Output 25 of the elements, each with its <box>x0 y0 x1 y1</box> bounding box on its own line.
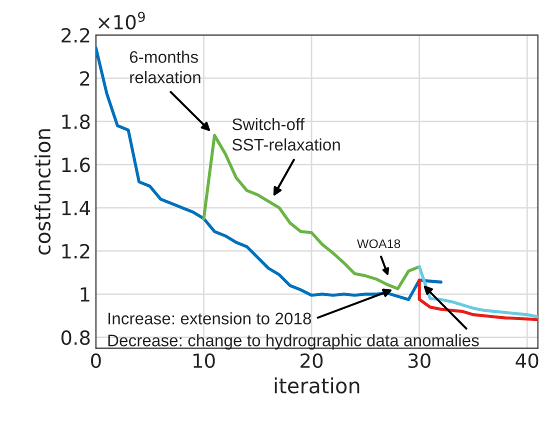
y-tick-label: 2.2 <box>62 28 90 42</box>
line-series <box>418 265 538 318</box>
y-tick-label: 0.8 <box>61 330 90 346</box>
text: ×10$^{9}$ <box>98 12 145 30</box>
y-tick-label: 1 <box>80 287 90 302</box>
x-tick-label: 40 <box>516 353 538 368</box>
line-series <box>202 134 421 290</box>
y-tick-label: 1.6 <box>62 158 90 172</box>
x-tick-label: 20 <box>300 353 323 368</box>
annotation: Increase: extension to 2018 <box>108 312 312 324</box>
x-tick-label: 30 <box>408 353 430 368</box>
y-tick-label: 1.4 <box>62 200 90 216</box>
x-axis-title: iteration <box>274 377 360 394</box>
line-series <box>418 278 538 322</box>
annotation: WOA18 <box>356 239 400 248</box>
x-tick-label: 0 <box>91 353 101 368</box>
annotation: Decrease: change to hydrographic data anomalies <box>108 334 479 350</box>
line-series <box>96 46 442 302</box>
y-tick-label: 2 <box>80 71 90 86</box>
annotation: Switch-off SST-relaxation <box>232 118 340 151</box>
x-tick-label: 10 <box>194 353 215 368</box>
y-tick-label: 1.2 <box>62 244 90 258</box>
y-axis-title: costfunction <box>34 129 51 255</box>
y-tick-label: 1.8 <box>62 114 90 130</box>
annotation: 6-months relaxation <box>130 50 200 84</box>
